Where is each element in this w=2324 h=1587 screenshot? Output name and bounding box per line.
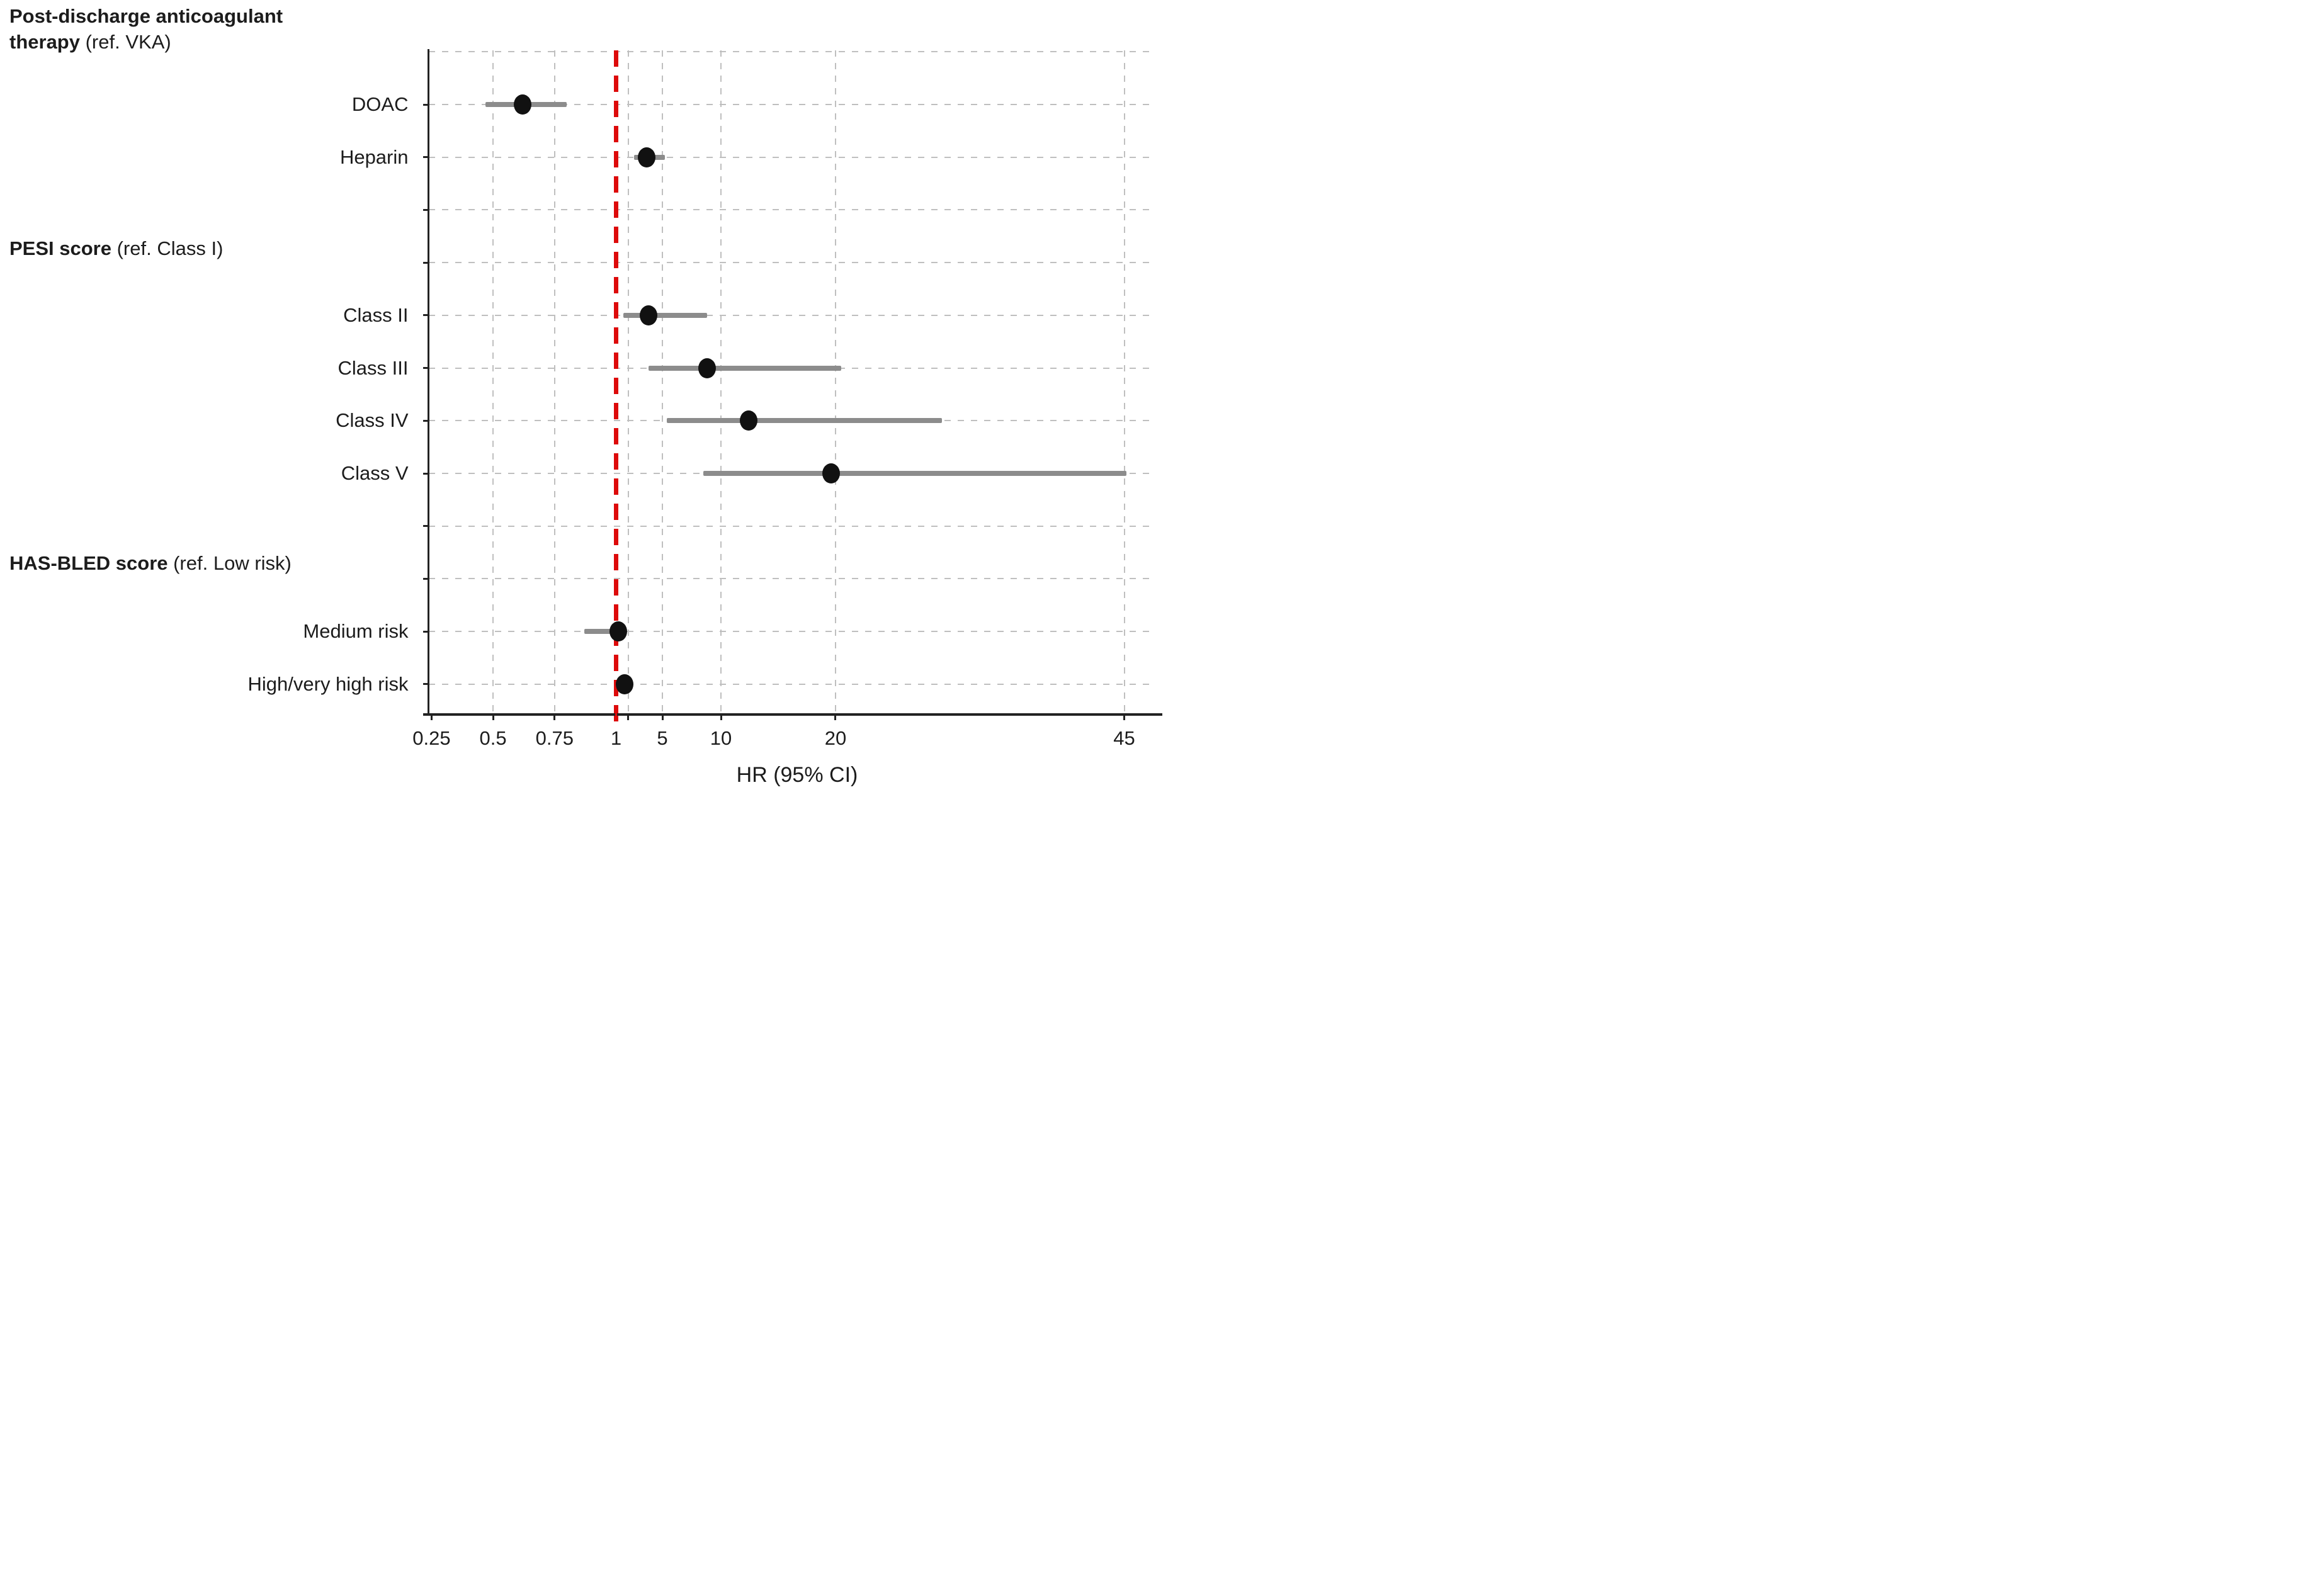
x-tick-label-0.75: 0.75 bbox=[535, 727, 574, 749]
h-gridline-row-12 bbox=[428, 683, 1152, 685]
x-tick-2 bbox=[627, 713, 630, 720]
x-tick-0.25 bbox=[430, 713, 433, 720]
point-class-v bbox=[822, 463, 840, 484]
h-gridline-row-9 bbox=[428, 525, 1152, 527]
row-label-high-very-high-risk: High/very high risk bbox=[247, 672, 409, 695]
y-tick-row-7 bbox=[422, 419, 429, 422]
ci-bar-class-ii bbox=[623, 312, 707, 318]
x-tick-5 bbox=[661, 713, 664, 720]
row-label-class-iv: Class IV bbox=[336, 409, 409, 432]
y-tick-row-1 bbox=[422, 103, 429, 106]
h-gridline-row-0 bbox=[428, 51, 1152, 53]
figure-title-bold: Post-discharge anticoagulant therapy bbox=[9, 5, 283, 53]
row-label-class-v: Class V bbox=[341, 462, 409, 485]
x-tick-1 bbox=[615, 713, 617, 721]
y-tick-row-9 bbox=[422, 525, 429, 528]
y-tick-row-10 bbox=[422, 577, 429, 580]
plot-area bbox=[428, 50, 1152, 722]
x-tick-label-45: 45 bbox=[1113, 727, 1135, 749]
point-medium-risk bbox=[609, 621, 628, 642]
x-tick-45 bbox=[1123, 713, 1125, 720]
x-tick-label-0.25: 0.25 bbox=[412, 727, 451, 749]
v-gridline-10 bbox=[720, 50, 722, 713]
group-header-bold: PESI score bbox=[9, 237, 111, 259]
h-gridline-row-10 bbox=[428, 578, 1152, 580]
point-class-ii bbox=[640, 305, 658, 325]
y-tick-row-3 bbox=[422, 208, 429, 211]
h-gridline-row-4 bbox=[428, 262, 1152, 264]
h-gridline-row-11 bbox=[428, 631, 1152, 633]
point-class-iv bbox=[739, 410, 757, 431]
y-tick-row-6 bbox=[422, 367, 429, 370]
row-label-doac: DOAC bbox=[351, 93, 409, 116]
point-heparin bbox=[637, 147, 655, 167]
ci-bar-class-iii bbox=[649, 365, 842, 371]
v-gridline-5 bbox=[662, 50, 664, 713]
row-label-medium-risk: Medium risk bbox=[303, 620, 409, 643]
y-tick-row-11 bbox=[422, 630, 429, 633]
y-tick-row-8 bbox=[422, 472, 429, 475]
reference-line bbox=[613, 50, 618, 722]
point-class-iii bbox=[698, 358, 716, 378]
x-axis-label: HR (95% CI) bbox=[736, 763, 858, 787]
ci-bar-class-v bbox=[703, 471, 1127, 477]
group-header-pesi-score: PESI score (ref. Class I) bbox=[9, 235, 223, 262]
v-gridline-45 bbox=[1123, 50, 1125, 713]
ci-bar-medium-risk bbox=[584, 629, 626, 635]
h-gridline-row-2 bbox=[428, 156, 1152, 158]
group-header-has-bled-score: HAS-BLED score (ref. Low risk) bbox=[9, 550, 292, 577]
group-header-reference: (ref. Low risk) bbox=[167, 552, 292, 575]
x-tick-0.75 bbox=[553, 713, 556, 720]
row-label-heparin: Heparin bbox=[339, 145, 409, 168]
x-tick-label-20: 20 bbox=[824, 727, 847, 749]
figure-title: Post-discharge anticoagulant therapy (re… bbox=[9, 4, 349, 55]
y-tick-row-2 bbox=[422, 156, 429, 159]
x-tick-0.5 bbox=[492, 713, 494, 720]
v-gridline-20 bbox=[834, 50, 836, 713]
y-tick-row-4 bbox=[422, 261, 429, 264]
x-tick-label-5: 5 bbox=[657, 727, 668, 749]
x-tick-label-10: 10 bbox=[710, 727, 732, 749]
x-axis-line bbox=[423, 713, 1162, 716]
x-tick-20 bbox=[834, 713, 837, 720]
group-header-bold: HAS-BLED score bbox=[9, 552, 168, 575]
row-label-class-ii: Class II bbox=[343, 303, 409, 326]
x-tick-label-0.5: 0.5 bbox=[479, 727, 507, 749]
y-tick-row-5 bbox=[422, 314, 429, 317]
h-gridline-row-5 bbox=[428, 314, 1152, 316]
ci-bar-class-iv bbox=[667, 418, 942, 424]
y-tick-row-12 bbox=[422, 683, 429, 686]
v-gridline-0.5 bbox=[492, 50, 494, 713]
point-high-very-high-risk bbox=[615, 674, 633, 694]
h-gridline-row-1 bbox=[428, 104, 1152, 106]
x-tick-label-1: 1 bbox=[610, 727, 622, 749]
row-label-class-iii: Class III bbox=[337, 356, 409, 379]
forest-plot-figure: Post-discharge anticoagulant therapy (re… bbox=[0, 0, 1162, 794]
v-gridline-2 bbox=[627, 50, 629, 713]
h-gridline-row-3 bbox=[428, 209, 1152, 211]
y-axis-line bbox=[428, 49, 429, 714]
figure-title-reference-group: (ref. VKA) bbox=[85, 30, 171, 53]
group-header-reference: (ref. Class I) bbox=[111, 237, 224, 259]
v-gridline-0.75 bbox=[553, 50, 555, 713]
point-doac bbox=[513, 94, 531, 115]
x-tick-10 bbox=[720, 713, 722, 720]
